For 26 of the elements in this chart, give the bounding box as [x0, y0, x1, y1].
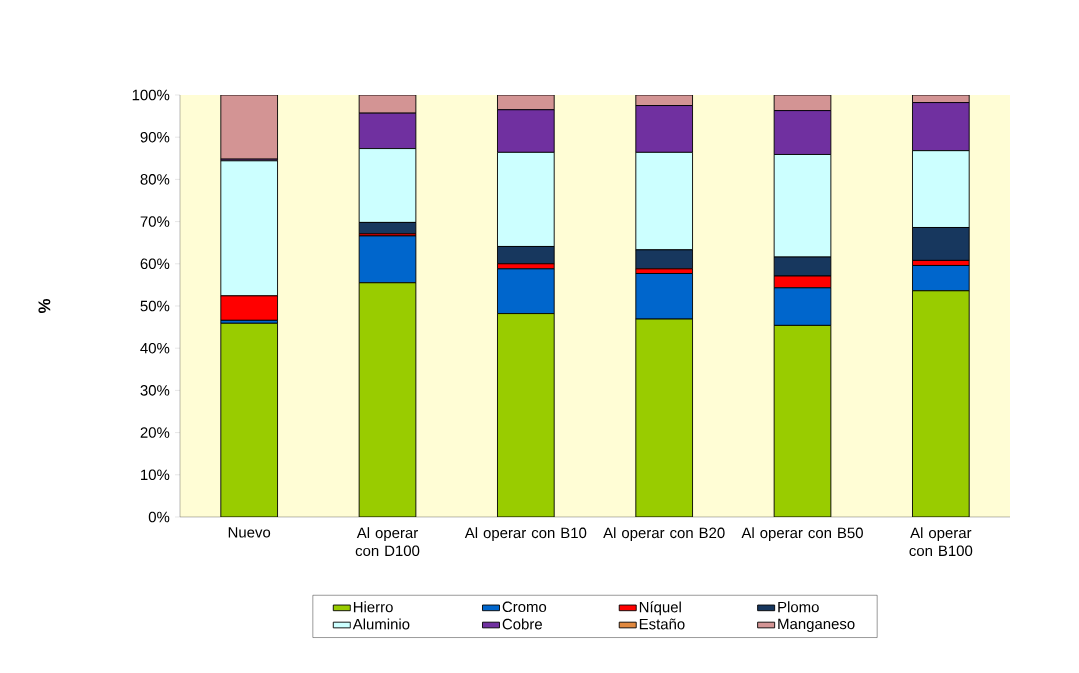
y-tick-label: 40%	[140, 342, 170, 354]
x-tick-label: Al operar con D100	[355, 527, 420, 557]
y-tick-label: 90%	[140, 131, 170, 143]
y-tick-label: 80%	[140, 174, 170, 185]
legend-label: Níquel	[639, 601, 681, 616]
legend-label: Aluminio	[352, 618, 410, 630]
y-tick-label: 0%	[148, 511, 170, 523]
y-tick-label: 10%	[141, 469, 170, 481]
x-tick-label: Nuevo	[228, 527, 271, 538]
legend-label: Plomo	[778, 601, 819, 613]
y-tick-label: 70%	[140, 216, 170, 227]
legend-label: Hierro	[353, 601, 393, 613]
legend-label: Estaño	[639, 618, 685, 630]
legend-label: Cobre	[502, 618, 542, 630]
legend-label: Manganeso	[778, 618, 855, 633]
x-tick-label: Al operar con B10	[464, 527, 587, 542]
x-tick-label: Al operar con B50	[741, 527, 863, 542]
legend-label: Cromo	[502, 601, 547, 613]
x-tick-label: Al operar con B20	[603, 527, 725, 542]
y-tick-label: 60%	[140, 258, 170, 270]
x-tick-label: Al operar con B100	[909, 527, 973, 557]
y-tick-label: 30%	[140, 385, 170, 396]
y-tick-label: 100%	[132, 89, 170, 101]
y-tick-label: 50%	[140, 300, 170, 312]
y-axis-title: %	[38, 298, 51, 314]
y-tick-label: 20%	[140, 427, 170, 438]
